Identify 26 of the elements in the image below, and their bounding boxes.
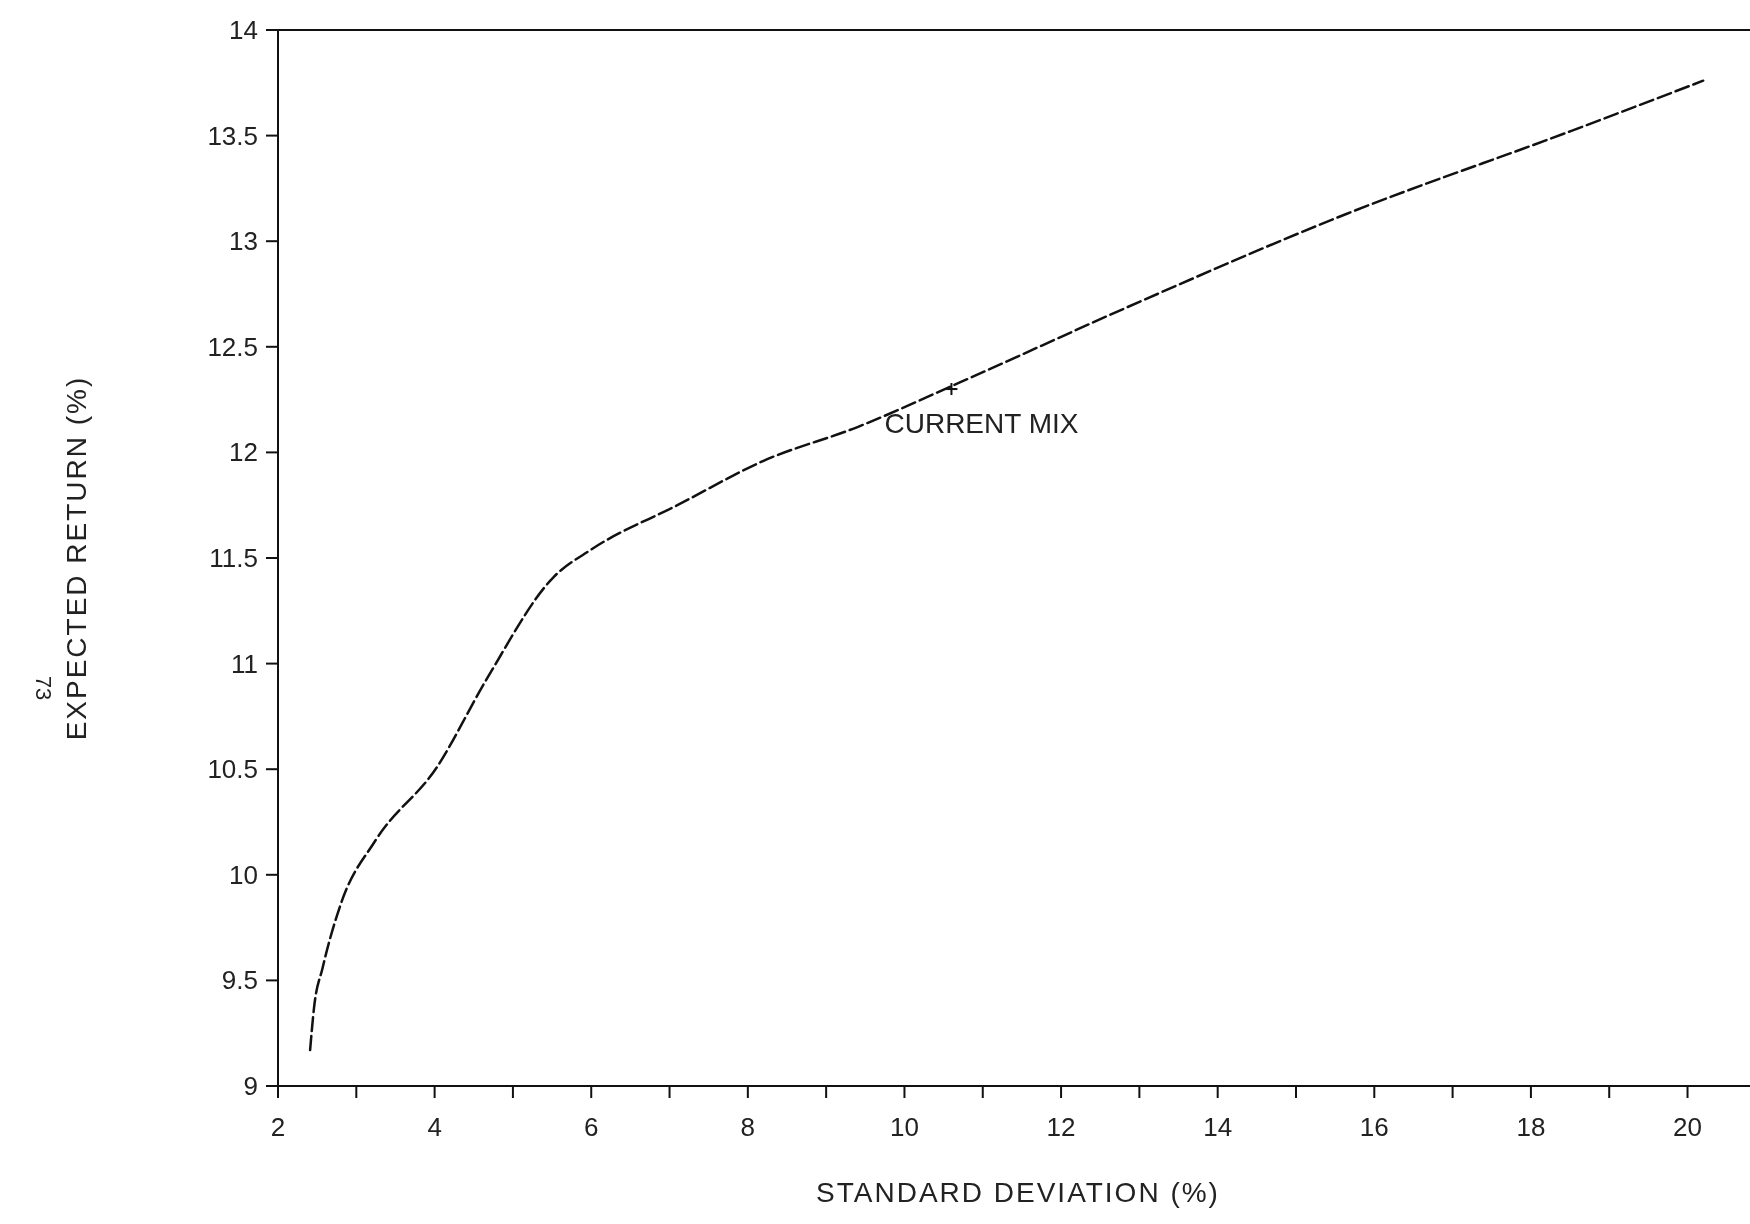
y-tick-label: 9.5 [221,965,258,996]
x-tick-label: 16 [1359,1112,1389,1142]
x-tick-label: 12 [1046,1112,1076,1142]
line-series [308,79,1705,1052]
x-tick-label: 4 [427,1112,442,1142]
x-axis-title: STANDARD DEVIATION (%) [816,1177,1220,1208]
y-tick-label: 13.5 [207,120,258,151]
y-tick-label: 10.5 [207,754,258,785]
text: 73 [31,675,56,701]
y-axis-title: EXPECTED RETURN (%) [61,375,92,741]
y-tick-label: 9 [243,1071,258,1101]
y-tick-label: 12 [229,437,258,468]
x-tick-label: 18 [1516,1112,1546,1142]
y-tick-label: 14 [229,15,258,45]
y-tick-label: 11 [231,648,258,679]
y-tick-label: 11.5 [209,543,258,573]
x-tick-label: 2 [270,1112,286,1142]
x-tick-label: 14 [1203,1112,1233,1142]
y-tick-label: 13 [229,226,258,257]
annotation: CURRENT MIX [884,408,1079,440]
x-tick-label: 8 [740,1112,756,1142]
x-tick-label: 10 [889,1112,919,1142]
y-tick-label: 10 [229,859,258,890]
y-tick-label: 12.5 [207,331,258,362]
x-tick-label: 6 [583,1112,599,1142]
x-tick-label: 20 [1673,1112,1702,1142]
